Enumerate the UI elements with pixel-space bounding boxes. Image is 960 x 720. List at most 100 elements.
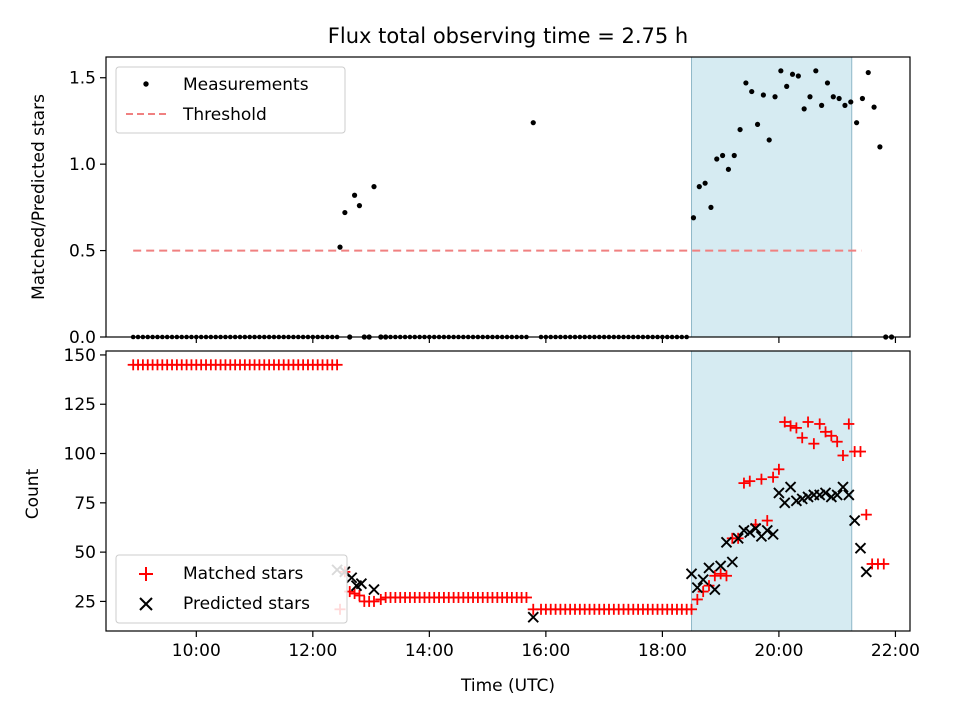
matched-star-point <box>720 570 732 582</box>
measurement-point <box>731 152 737 159</box>
bottom-legend-frame <box>115 554 348 624</box>
measurement-point <box>702 180 708 186</box>
matched-star-point <box>878 558 890 570</box>
predicted-star-point <box>854 542 867 554</box>
bottom-plot-area <box>127 359 890 623</box>
top-panel: 0.0 0.5 1.0 1.5 Matched/Predicted stars Mea… <box>29 56 911 348</box>
bottom-ytick-label: 25 <box>74 592 96 612</box>
predicted-star-point <box>709 583 721 596</box>
bottom-ytick-label: 75 <box>74 494 96 514</box>
measurement-point <box>342 209 348 216</box>
bottom-legend: Matched stars Predicted stars <box>115 554 348 624</box>
matched-star-point <box>785 420 797 432</box>
predicted-star-point <box>685 568 698 580</box>
matched-star-point <box>767 471 779 483</box>
predicted-star-point <box>703 562 715 574</box>
legend-measurements-label: Measurements <box>183 75 309 95</box>
measurement-point <box>737 126 743 133</box>
predicted-star-point <box>527 611 539 623</box>
top-ytick-label: 1.0 <box>69 155 96 175</box>
predicted-star-point <box>732 532 744 544</box>
bottom-ytick-label: 100 <box>64 445 96 465</box>
top-ytick-label: 1.5 <box>69 69 96 89</box>
measurement-point <box>708 204 714 210</box>
legend-threshold-label: Threshold <box>182 105 267 125</box>
top-legend-frame <box>115 66 346 134</box>
x-axis-label: Time (UTC) <box>460 676 555 696</box>
matched-star-point <box>790 422 802 434</box>
measurement-point <box>719 152 726 159</box>
bottom-y-axis: 25 50 75 100 125 150 <box>64 346 106 612</box>
top-ytick-label: 0.5 <box>69 242 96 262</box>
measurement-point <box>842 102 848 108</box>
predicted-star-point <box>819 487 832 499</box>
matched-star-point <box>843 418 855 430</box>
matched-star-point <box>527 603 539 615</box>
bottom-shaded-span <box>691 350 853 632</box>
measurement-point <box>778 68 784 74</box>
top-x-axis <box>195 337 897 343</box>
bottom-xtick-label: 12:00 <box>288 641 337 661</box>
predicted-star-point <box>860 566 872 578</box>
matched-star-point <box>820 426 832 438</box>
measurement-point <box>766 137 772 143</box>
matched-star-point <box>779 416 791 428</box>
bottom-xtick-label: 18:00 <box>638 641 687 661</box>
measurement-point <box>795 73 801 79</box>
predicted-star-point <box>848 514 861 527</box>
measurement-point <box>371 184 377 190</box>
matched-star-point <box>375 593 387 605</box>
top-shaded-span <box>691 56 853 338</box>
measurement-point <box>877 144 883 150</box>
predicted-star-point <box>691 581 704 594</box>
measurement-point <box>760 92 766 98</box>
top-y-axis-label: Matched/Predicted stars <box>29 94 49 300</box>
measurement-point <box>789 71 796 77</box>
measurement-point <box>714 156 720 162</box>
measurement-point <box>848 99 854 105</box>
predicted-star-point <box>355 578 368 590</box>
bottom-xtick-label: 10:00 <box>172 641 221 661</box>
predicted-star-point <box>773 487 785 499</box>
measurement-point <box>807 94 813 100</box>
matched-star-point <box>808 438 820 450</box>
predicted-star-point <box>345 572 358 584</box>
measurement-point <box>530 120 536 126</box>
bottom-axes-frame <box>105 350 911 632</box>
measurement-point <box>772 94 778 100</box>
legend-matched-marker <box>139 567 153 581</box>
predicted-star-point <box>720 536 733 548</box>
matched-star-point <box>385 591 397 603</box>
measurement-point <box>754 121 761 128</box>
legend-matched-label: Matched stars <box>183 564 303 584</box>
top-y-axis: 0.0 0.5 1.0 1.5 <box>69 69 106 348</box>
matched-star-point <box>331 359 343 371</box>
matched-star-point <box>773 463 785 475</box>
measurement-point <box>819 102 825 108</box>
matched-star-point <box>697 586 709 598</box>
measurement-point <box>853 120 860 126</box>
predicted-star-point <box>831 489 843 501</box>
matched-star-point <box>715 568 727 580</box>
matched-star-point <box>368 595 380 607</box>
matched-star-point <box>703 580 715 592</box>
matched-star-point <box>709 570 721 582</box>
chart-title: Flux total observing time = 2.75 h <box>328 24 688 48</box>
measurement-point <box>871 104 877 110</box>
matched-star-point <box>814 418 826 430</box>
matched-star-point <box>837 450 849 462</box>
bottom-y-axis-label: Count <box>23 468 43 519</box>
measurement-point <box>865 69 871 76</box>
matched-star-point <box>686 603 698 615</box>
measurement-point <box>337 244 343 250</box>
bottom-xtick-label: 16:00 <box>521 641 570 661</box>
measurement-point <box>696 184 702 190</box>
predicted-star-point <box>726 556 738 568</box>
top-axes-frame <box>105 56 911 338</box>
measurement-point <box>801 106 807 112</box>
matched-star-point <box>353 590 365 602</box>
predicted-star-point <box>761 524 773 537</box>
matched-star-point <box>825 430 837 442</box>
bottom-ytick-label: 50 <box>74 543 96 563</box>
bottom-ytick-label: 150 <box>64 346 96 366</box>
